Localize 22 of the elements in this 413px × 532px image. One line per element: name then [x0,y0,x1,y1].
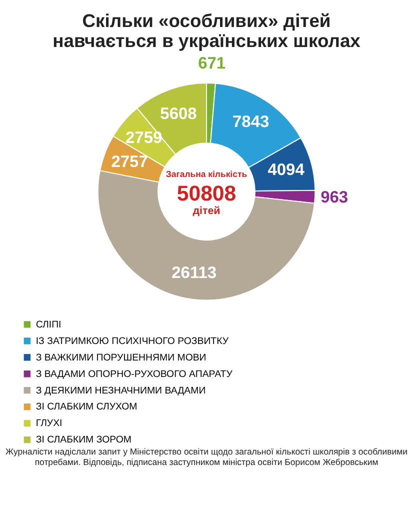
text: дітей [192,204,220,217]
text: Скільки «особливих» дітей [82,10,331,31]
legend-label: ЗІ СЛАБКИМ ЗОРОМ [36,434,132,446]
data-label: 963 [320,188,348,207]
data-label: 7843 [232,112,270,131]
text: 50808 [176,181,236,206]
legend-label: ІЗ ЗАТРИМКОЮ ПСИХІЧНОГО РОЗВИТКУ [36,336,230,347]
legend-label: З ВАЖКИМИ ПОРУШЕННЯМИ МОВИ [36,352,206,364]
text: навчається в українських школах [52,30,360,52]
data-label: 5608 [160,104,197,123]
legend-label: З ДЕЯКИМИ НЕЗНАЧНИМИ ВАДАМИ [36,385,206,396]
data-label: 2759 [126,128,162,147]
legend-label: З ВАДАМИ ОПОРНО-РУХОВОГО АПАРАТУ [36,368,234,380]
data-label: 671 [198,54,226,73]
text: Журналісти надіслали запит у Міністерство освіти щодо загальної кількості школярів з особливими потребами. Відповідь, підписана заступником міністра освіти Борисом Жебровським [5,446,408,467]
legend-label: ЗІ СЛАБКИМ СЛУХОМ [36,402,138,413]
data-label: 26113 [172,264,217,282]
data-label: 2757 [111,152,148,171]
legend-label: СЛІПІ [36,319,62,330]
legend-label: ГЛУХІ [36,418,62,430]
data-label: 4094 [268,160,306,179]
text: Загальна кількість [166,169,248,180]
